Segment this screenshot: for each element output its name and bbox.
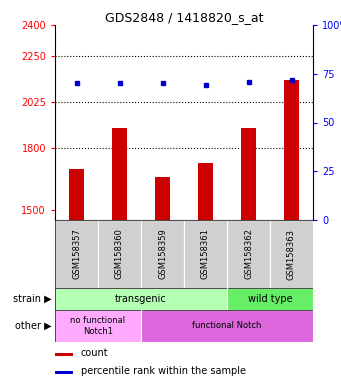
Text: GSM158357: GSM158357 [72,228,81,280]
Bar [198,162,213,220]
Text: GSM158361: GSM158361 [201,228,210,280]
Text: no functional
Notch1: no functional Notch1 [71,316,125,336]
Bar [55,220,98,288]
Bar [284,80,299,220]
Bar [270,220,313,288]
Bar [141,310,313,342]
Text: GSM158359: GSM158359 [158,228,167,280]
Bar [55,371,73,374]
Text: GSM158360: GSM158360 [115,228,124,280]
Bar [241,127,256,220]
Text: count: count [81,348,108,358]
Bar [141,220,184,288]
Bar [55,310,141,342]
Bar [227,288,313,310]
Text: other ▶: other ▶ [15,321,52,331]
Bar [55,288,227,310]
Bar [112,127,127,220]
Text: transgenic: transgenic [115,294,167,304]
Bar [98,220,141,288]
Text: GSM158363: GSM158363 [287,228,296,280]
Bar [155,177,170,220]
Bar [55,353,73,356]
Text: percentile rank within the sample: percentile rank within the sample [81,366,246,376]
Title: GDS2848 / 1418820_s_at: GDS2848 / 1418820_s_at [105,11,263,24]
Text: functional Notch: functional Notch [192,321,262,331]
Bar [227,220,270,288]
Text: GSM158362: GSM158362 [244,228,253,280]
Text: strain ▶: strain ▶ [13,294,52,304]
Bar [69,169,84,220]
Bar [184,220,227,288]
Text: wild type: wild type [248,294,292,304]
